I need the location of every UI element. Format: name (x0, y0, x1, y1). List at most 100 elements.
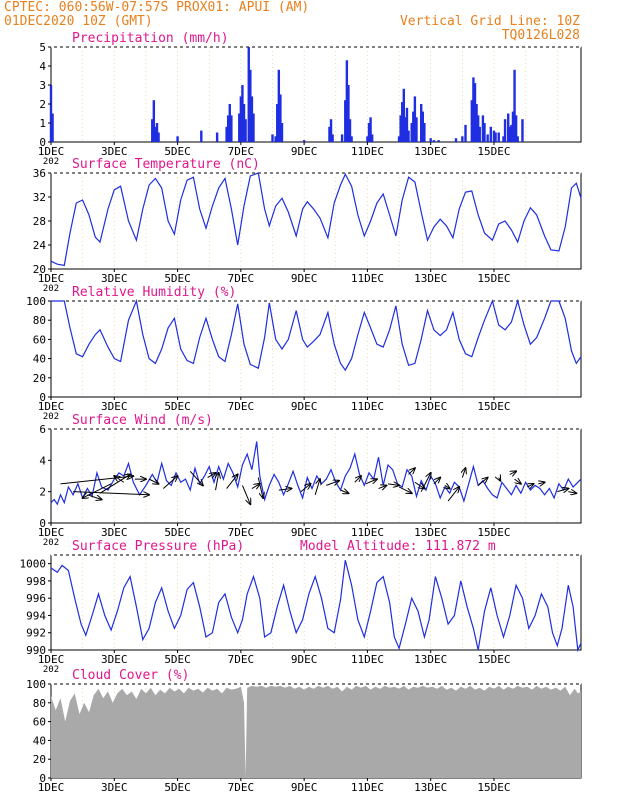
precip-bar (228, 104, 231, 142)
precip-bar (328, 126, 331, 142)
temp-xtick-label: 9DEC (291, 272, 318, 285)
rh-ytick-label: 40 (33, 353, 46, 366)
precip-bar (497, 132, 500, 142)
temp-year-label: 202 (43, 284, 59, 294)
precip-bar (238, 113, 241, 142)
wind-arrow (162, 476, 177, 489)
wind-arrow (445, 485, 450, 488)
pressure-xtick-label: 7DEC (228, 653, 255, 666)
precip-bar (420, 104, 423, 142)
precip-bar (510, 124, 513, 142)
wind-arrow (83, 483, 112, 498)
precip-bar (511, 111, 515, 142)
temp-xtick-label: 1DEC (38, 272, 65, 285)
precip-bar (366, 136, 369, 142)
precip-bar (503, 119, 507, 142)
wind-xtick-label: 11DEC (351, 526, 384, 539)
wind-arrow (408, 468, 415, 475)
cloud-xtick-label: 9DEC (291, 781, 318, 794)
header-vertical-grid: Vertical Grid Line: 10Z (400, 14, 580, 29)
wind-arrow (326, 481, 339, 486)
precip-bar (521, 119, 524, 142)
pressure-xtick-label: 5DEC (164, 653, 191, 666)
precip-bar (152, 100, 156, 142)
precip-bar (397, 136, 401, 142)
rh-xtick-label: 7DEC (228, 400, 255, 413)
precip-bar (429, 138, 432, 142)
precip-bar (151, 119, 154, 142)
temp-xtick-label: 11DEC (351, 272, 384, 285)
temp-xtick-label: 15DEC (477, 272, 510, 285)
precip-frame (50, 46, 582, 143)
wind-xtick-label: 5DEC (164, 526, 191, 539)
precip-bar (402, 88, 406, 142)
pressure-ytick-label: 992 (26, 627, 46, 640)
precip-bar (470, 100, 474, 142)
precip-bar (225, 126, 228, 142)
precip-bar (492, 130, 496, 142)
wind-year-label: 202 (43, 538, 59, 548)
precip-bar (401, 102, 404, 142)
temp-xtick-label: 7DEC (228, 272, 255, 285)
rh-series-line (51, 298, 582, 372)
wind-arrow (557, 489, 568, 492)
rh-xtick-label: 11DEC (351, 400, 384, 413)
precip-xtick-label: 9DEC (291, 145, 318, 158)
pressure-xtick-label: 3DEC (101, 653, 128, 666)
cloud-xtick-label: 1DEC (38, 781, 65, 794)
precip-bar (513, 69, 516, 142)
precip-bar (252, 113, 255, 142)
precip-bar (347, 85, 350, 142)
rh-ytick-label: 20 (33, 372, 46, 385)
rh-ytick-label: 80 (33, 314, 46, 327)
precip-bar (242, 104, 246, 142)
wind-arrow (340, 490, 349, 493)
pressure-title: Surface Pressure (hPa) (72, 539, 244, 554)
pressure-annotation: Model Altitude: 111.872 m (300, 539, 496, 554)
wind-xtick-label: 3DEC (101, 526, 128, 539)
temp-title: Surface Temperature (nC) (72, 157, 260, 172)
precip-bar (280, 123, 284, 142)
wind-arrow (447, 487, 459, 502)
precip-xtick-label: 1DEC (38, 145, 65, 158)
rh-ytick-label: 0 (39, 391, 46, 404)
precip-bar (502, 136, 505, 142)
cloud-xtick-label: 11DEC (351, 781, 384, 794)
precip-bar (250, 96, 254, 142)
precip-bar (407, 130, 410, 142)
precip-bar (331, 134, 334, 142)
temp-ytick-label: 20 (33, 263, 46, 276)
rh-xtick-label: 5DEC (164, 400, 191, 413)
cloud-ytick-label: 60 (33, 716, 46, 729)
precip-bar (489, 126, 493, 142)
precip-bar (302, 140, 306, 142)
pressure-ytick-label: 994 (26, 609, 46, 622)
header-station: CPTEC: 060:56W-07:57S PROX01: APUI (AM) (4, 0, 309, 15)
precip-bar (200, 130, 203, 142)
wind-arrow (114, 476, 125, 483)
wind-xtick-label: 9DEC (291, 526, 318, 539)
wind-arrow (387, 484, 399, 486)
precip-bar (412, 111, 415, 142)
cloud-xtick-label: 15DEC (477, 781, 510, 794)
wind-arrow (433, 478, 440, 485)
precip-bar (157, 132, 160, 142)
temp-ytick-label: 24 (33, 239, 47, 252)
wind-panel: 0 2 4 6 1DEC 3DEC 5DEC 7DEC 9DEC 11DEC 13DEC 15DEC 2… (38, 413, 582, 548)
precip-bar (49, 85, 53, 142)
cloud-ytick-label: 40 (33, 734, 46, 747)
wind-arrow (148, 479, 158, 484)
cloud-panel: 0 20 40 60 80 100 1DEC 3DEC 5DEC 7DEC 9DEC 11DEC 13D… (26, 668, 582, 794)
precip-bar (415, 117, 418, 142)
precip-bar (215, 132, 219, 142)
precip-bar (421, 111, 424, 142)
wind-xtick-label: 7DEC (228, 526, 255, 539)
wind-ytick-label: 2 (39, 486, 46, 499)
precip-bar (345, 60, 349, 142)
precip-bar (230, 115, 233, 142)
cloud-ytick-label: 100 (26, 678, 46, 691)
wind-arrow (257, 477, 263, 498)
precip-bar (423, 123, 426, 142)
wind-arrow (378, 485, 386, 488)
wind-arrow (314, 479, 320, 495)
